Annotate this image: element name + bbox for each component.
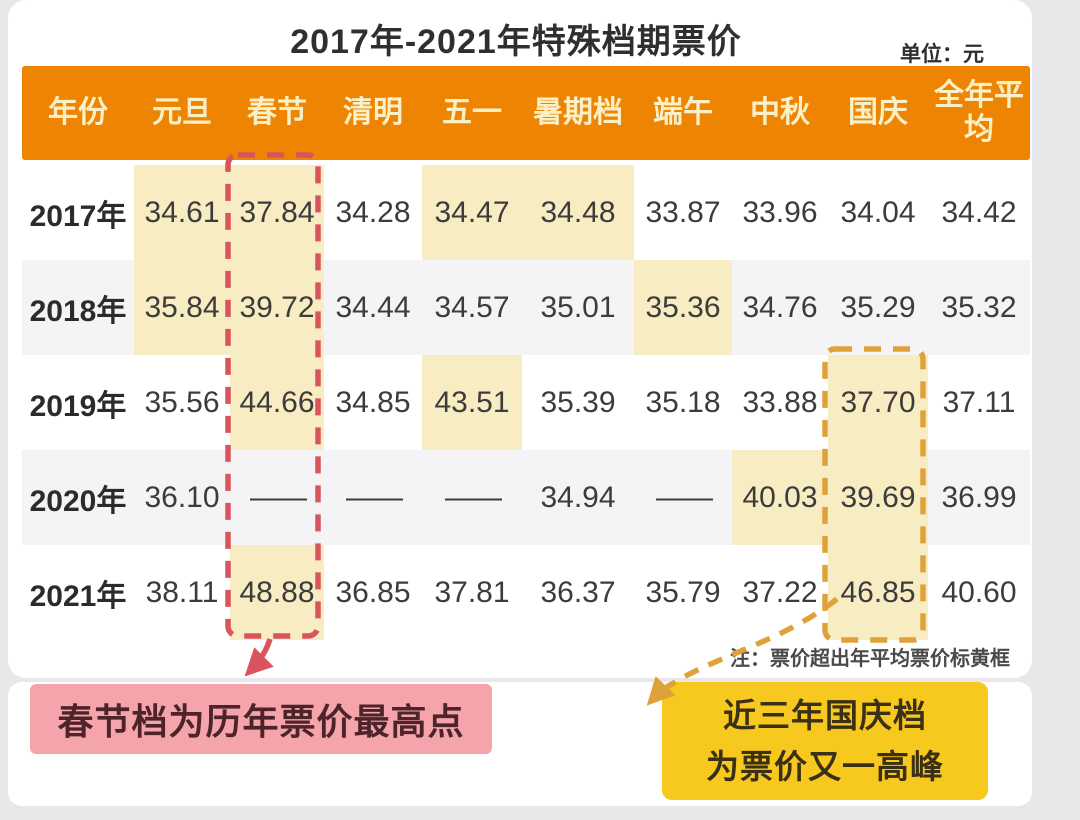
value-cell: 34.44 xyxy=(335,290,411,324)
year-cell: 2020年 xyxy=(29,484,127,518)
national-day-callout-line2: 为票价又一高峰 xyxy=(706,748,944,785)
column-header: 国庆 xyxy=(848,95,908,129)
value-cell: 38.11 xyxy=(145,575,219,609)
column-header: 春节 xyxy=(247,95,307,129)
value-cell: 33.96 xyxy=(742,195,818,229)
value-cell: 35.18 xyxy=(645,385,721,419)
year-cell: 2018年 xyxy=(29,294,127,328)
value-cell: 34.76 xyxy=(742,290,818,324)
value-cell: 34.94 xyxy=(540,480,616,514)
column-header: 五一 xyxy=(442,95,502,129)
column-header: 中秋 xyxy=(750,95,810,129)
value-cell: 35.36 xyxy=(634,260,732,355)
value-cell: 36.10 xyxy=(144,480,220,514)
year-cell: 2021年 xyxy=(29,579,127,613)
value-cell: 43.51 xyxy=(422,355,522,450)
value-cell: 34.47 xyxy=(422,165,522,260)
column-header: 清明 xyxy=(343,95,403,129)
value-cell: 34.42 xyxy=(941,195,1017,229)
year-cell: 2019年 xyxy=(29,389,127,423)
column-header: 暑期档 xyxy=(533,95,623,129)
value-cell: 35.84 xyxy=(134,260,230,355)
price-table: 年份 元旦 春节 清明 五一 暑期档 端午 中秋 国庆 全年平均 2017年 34.61 37.84 3… xyxy=(22,66,1030,640)
value-cell: 34.85 xyxy=(335,385,411,419)
value-cell: 44.66 xyxy=(230,355,324,450)
value-cell: 35.56 xyxy=(144,385,220,419)
value-cell: 35.29 xyxy=(840,290,916,324)
value-cell: 34.61 xyxy=(134,165,230,260)
value-cell: 34.04 xyxy=(840,195,916,229)
value-cell: 37.70 xyxy=(828,355,928,450)
value-cell: 37.81 xyxy=(434,575,510,609)
value-cell: 37.84 xyxy=(230,165,324,260)
value-cell: 40.03 xyxy=(732,450,828,545)
value-cell: 33.88 xyxy=(742,385,818,419)
value-cell: 37.11 xyxy=(942,385,1016,419)
table-row: 2021年 38.11 48.88 36.85 37.81 36.37 35.79 37.22… xyxy=(22,545,1030,640)
spring-festival-callout-text: 春节档为历年票价最高点 xyxy=(57,701,465,742)
value-cell: 34.48 xyxy=(522,165,634,260)
value-cell: 33.87 xyxy=(645,195,721,229)
value-cell: 39.72 xyxy=(230,260,324,355)
table-row: 2017年 34.61 37.84 34.28 34.47 34.48 33.87 33.96… xyxy=(22,165,1030,260)
column-header: 端午 xyxy=(653,95,713,129)
value-cell: 35.39 xyxy=(540,385,616,419)
value-cell: 48.88 xyxy=(230,545,324,640)
value-cell: 35.32 xyxy=(941,290,1017,324)
value-cell: —— xyxy=(656,480,713,514)
national-day-callout-line1: 近三年国庆档 xyxy=(723,696,927,734)
value-cell: —— xyxy=(445,480,502,514)
column-header: 元旦 xyxy=(152,95,212,129)
column-header: 年份 xyxy=(48,95,108,129)
value-cell: 34.28 xyxy=(335,195,411,229)
value-cell: 36.99 xyxy=(941,480,1017,514)
value-cell: 35.79 xyxy=(645,575,721,609)
footnote: 注：票价超出年平均票价标黄框 xyxy=(730,648,1010,670)
table-body: 2017年 34.61 37.84 34.28 34.47 34.48 33.87 33.96… xyxy=(22,165,1030,640)
table-row: 2020年 36.10 —— —— —— 34.94 —— 40.03 39.69 36.99 xyxy=(22,450,1030,545)
value-cell: —— xyxy=(250,480,307,514)
value-cell: —— xyxy=(346,480,403,514)
table-header-row: 年份 元旦 春节 清明 五一 暑期档 端午 中秋 国庆 全年平均 xyxy=(22,66,1030,160)
value-cell: 36.85 xyxy=(335,575,411,609)
column-header: 全年平均 xyxy=(934,78,1024,147)
value-cell: 40.60 xyxy=(941,575,1017,609)
spring-festival-callout: 春节档为历年票价最高点 xyxy=(30,684,492,754)
year-cell: 2017年 xyxy=(29,199,127,233)
value-cell: 39.69 xyxy=(828,450,928,545)
value-cell: 34.57 xyxy=(434,290,510,324)
value-cell: 35.01 xyxy=(540,290,616,324)
value-cell: 36.37 xyxy=(540,575,616,609)
unit-label: 单位：元 xyxy=(900,43,984,66)
table-row: 2019年 35.56 44.66 34.85 43.51 35.39 35.18 33.88… xyxy=(22,355,1030,450)
page-title: 2017年-2021年特殊档期票价 xyxy=(290,23,742,61)
value-cell: 46.85 xyxy=(828,545,928,640)
national-day-callout: 近三年国庆档 为票价又一高峰 xyxy=(662,682,988,800)
value-cell: 37.22 xyxy=(742,575,818,609)
table-row: 2018年 35.84 39.72 34.44 34.57 35.01 35.36 34.76… xyxy=(22,260,1030,355)
